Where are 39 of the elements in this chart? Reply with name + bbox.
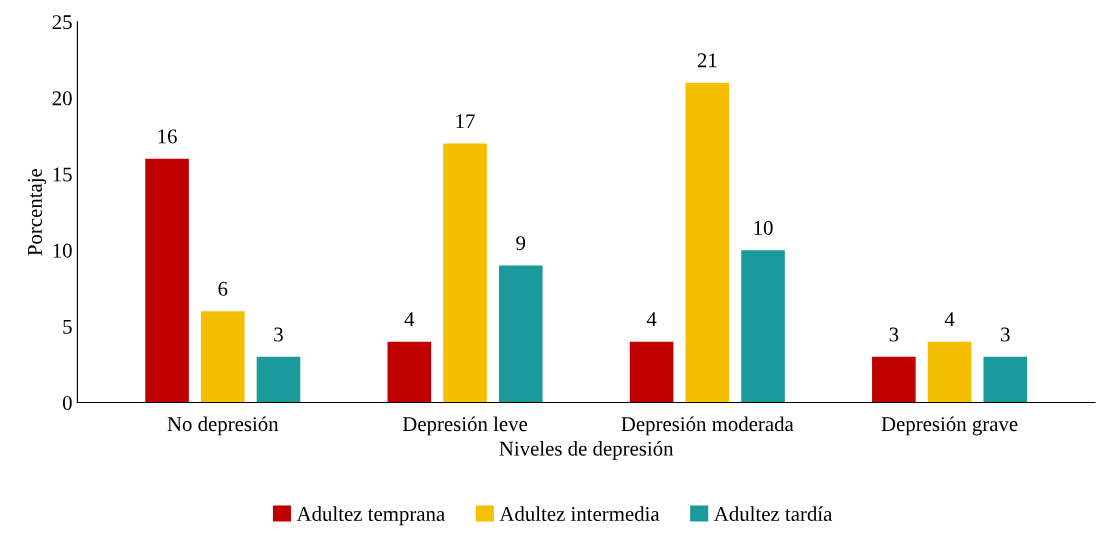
- bar: [983, 356, 1028, 403]
- data-label: 9: [516, 236, 526, 251]
- data-label: 4: [646, 312, 657, 327]
- y-tick-label: 15: [53, 167, 72, 182]
- bar: [872, 356, 916, 403]
- x-tick-label: No depresión: [167, 416, 279, 436]
- data-label: 3: [1001, 327, 1010, 342]
- y-tick-label: 25: [52, 15, 72, 30]
- legend-label: Adultez tardía: [713, 506, 833, 522]
- data-label: 17: [456, 114, 475, 129]
- data-label: 4: [404, 312, 415, 327]
- bar: [498, 265, 543, 403]
- data-label: 6: [218, 281, 228, 296]
- bar: [387, 341, 432, 403]
- bar: [685, 82, 730, 403]
- bar: [200, 311, 245, 403]
- data-label: 10: [754, 220, 773, 235]
- y-axis-title: Porcentaje: [27, 168, 47, 256]
- y-tick-label: 10: [53, 243, 72, 258]
- legend-label: Adultez intermedia: [499, 506, 660, 522]
- x-axis-title: Niveles de depresión: [499, 440, 674, 460]
- bar: [145, 158, 189, 403]
- y-tick-label: 0: [62, 395, 72, 410]
- legend-label: Adultez temprana: [296, 506, 445, 526]
- data-label: 16: [158, 129, 177, 144]
- bar: [629, 341, 674, 403]
- bar: [741, 250, 785, 403]
- y-tick-label: 20: [52, 91, 72, 106]
- data-label: 4: [944, 312, 955, 327]
- data-label: 21: [697, 53, 717, 68]
- data-label: 3: [274, 327, 283, 342]
- data-label: 3: [889, 327, 899, 342]
- bar: [443, 143, 487, 403]
- bar: [927, 341, 972, 403]
- bar: [256, 356, 301, 403]
- x-tick-label: Depresión leve: [402, 416, 528, 436]
- x-tick-label: Depresión moderada: [621, 416, 794, 436]
- y-tick-label: 5: [63, 319, 72, 334]
- x-tick-label: Depresión grave: [881, 416, 1018, 436]
